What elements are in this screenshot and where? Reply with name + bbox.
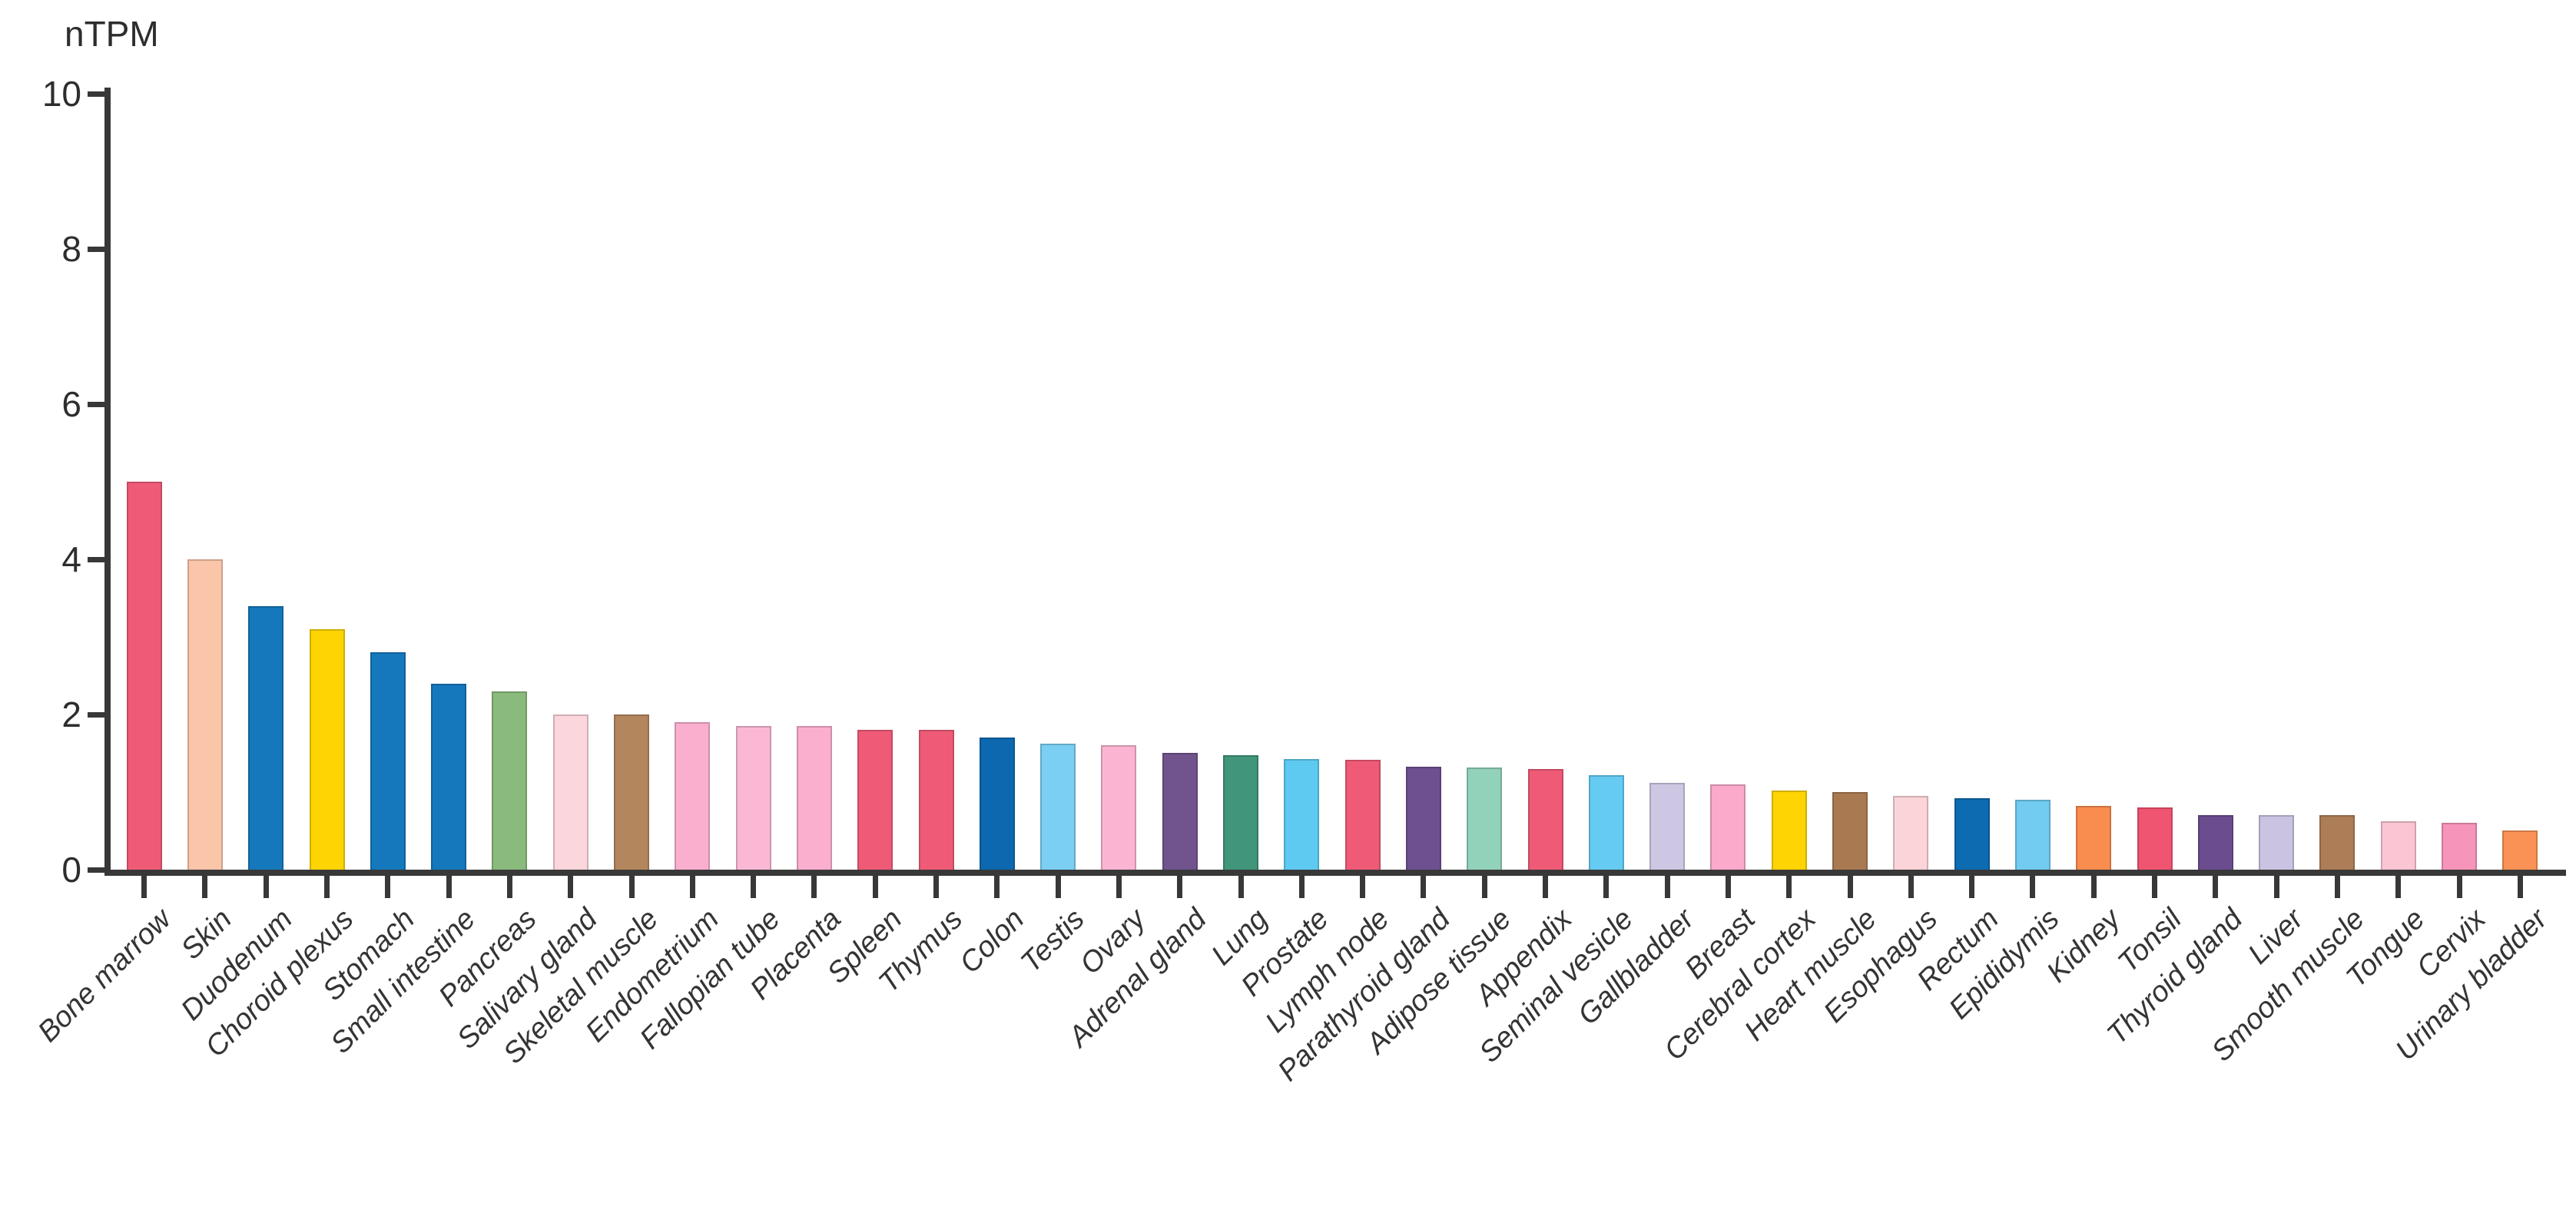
bar-colon (980, 738, 1015, 870)
x-tick-mark (141, 875, 147, 898)
bar-seminal-vesicle (1589, 775, 1624, 870)
bar-thymus (919, 730, 954, 870)
x-tick-mark (1786, 875, 1792, 898)
bar-esophagus (1893, 796, 1928, 870)
bar-liver (2259, 815, 2294, 870)
bar-prostate (1284, 759, 1319, 870)
bar-adrenal-gland (1162, 753, 1198, 870)
x-tick-label: Testis (1015, 903, 1092, 980)
x-tick-mark (2518, 875, 2523, 898)
bar-rectum (1954, 798, 1990, 870)
x-tick-mark (2457, 875, 2462, 898)
y-tick-mark (88, 867, 108, 873)
x-tick-mark (2274, 875, 2279, 898)
x-tick-mark (264, 875, 269, 898)
x-tick-mark (1482, 875, 1487, 898)
bar-cerebral-cortex (1772, 791, 1807, 870)
x-tick-mark (385, 875, 390, 898)
x-tick-mark (2335, 875, 2340, 898)
x-tick-mark (1238, 875, 1244, 898)
x-tick-mark (1543, 875, 1548, 898)
bar-appendix (1528, 769, 1563, 870)
x-tick-mark (1726, 875, 1731, 898)
x-tick-mark (568, 875, 573, 898)
bar-smooth-muscle (2319, 815, 2355, 870)
x-tick-mark (1116, 875, 1122, 898)
y-tick-label: 10 (41, 74, 81, 114)
y-tick-mark (88, 557, 108, 562)
bar-ovary (1101, 745, 1136, 870)
x-tick-mark (324, 875, 330, 898)
bar-kidney (2076, 806, 2111, 870)
y-tick-label: 4 (61, 539, 81, 579)
bar-spleen (857, 730, 893, 870)
x-tick-mark (1056, 875, 1061, 898)
x-tick-mark (1969, 875, 1974, 898)
x-tick-mark (446, 875, 452, 898)
x-tick-mark (933, 875, 939, 898)
bar-bone-marrow (127, 482, 162, 870)
x-tick-mark (1177, 875, 1182, 898)
x-tick-mark (811, 875, 817, 898)
x-tick-mark (994, 875, 1000, 898)
y-tick-label: 0 (61, 850, 81, 890)
bar-heart-muscle (1832, 792, 1868, 870)
x-tick-mark (690, 875, 695, 898)
x-axis-line (104, 870, 2566, 876)
y-axis-line (104, 88, 111, 876)
bar-urinary-bladder (2502, 830, 2538, 870)
bar-adipose-tissue (1467, 767, 1502, 870)
bar-skin (187, 559, 223, 870)
y-tick-mark (88, 402, 108, 407)
bar-salivary-gland (553, 714, 588, 870)
x-tick-mark (2213, 875, 2218, 898)
x-tick-mark (2152, 875, 2157, 898)
y-tick-mark (88, 247, 108, 252)
x-tick-mark (1665, 875, 1670, 898)
x-tick-mark (2395, 875, 2401, 898)
x-tick-mark (629, 875, 635, 898)
x-tick-label: Colon (953, 903, 1030, 980)
bar-small-intestine (431, 684, 466, 870)
bar-lymph-node (1345, 760, 1381, 870)
bar-epididymis (2015, 800, 2051, 870)
x-tick-mark (2030, 875, 2035, 898)
x-tick-mark (2091, 875, 2097, 898)
y-tick-mark (88, 712, 108, 718)
x-tick-mark (873, 875, 878, 898)
bar-pancreas (492, 691, 527, 870)
bar-tonsil (2137, 807, 2173, 870)
bar-tongue (2381, 821, 2416, 870)
bar-testis (1040, 744, 1076, 870)
bar-thyroid-gland (2198, 815, 2233, 870)
x-tick-mark (751, 875, 756, 898)
bar-cervix (2442, 823, 2477, 870)
bar-parathyroid-gland (1406, 767, 1441, 870)
y-tick-label: 2 (61, 695, 81, 734)
x-tick-mark (1908, 875, 1914, 898)
y-tick-label: 8 (61, 229, 81, 269)
bar-duodenum (248, 606, 283, 870)
bar-placenta (797, 726, 832, 870)
bar-gallbladder (1649, 783, 1685, 870)
bar-stomach (370, 652, 406, 870)
x-tick-mark (1421, 875, 1426, 898)
y-tick-label: 6 (61, 384, 81, 424)
x-tick-label: Bone marrow (31, 903, 177, 1049)
x-tick-mark (1603, 875, 1609, 898)
bar-lung (1223, 755, 1258, 870)
x-tick-mark (1848, 875, 1853, 898)
bar-breast (1710, 784, 1746, 870)
x-tick-mark (1360, 875, 1365, 898)
bar-endometrium (675, 722, 710, 870)
bar-skeletal-muscle (614, 714, 649, 870)
bar-choroid-plexus (310, 629, 345, 870)
x-tick-mark (1299, 875, 1305, 898)
y-axis-unit-label: nTPM (65, 14, 159, 54)
y-tick-mark (88, 91, 108, 97)
x-tick-mark (202, 875, 207, 898)
x-tick-mark (507, 875, 512, 898)
bar-fallopian-tube (736, 726, 771, 870)
